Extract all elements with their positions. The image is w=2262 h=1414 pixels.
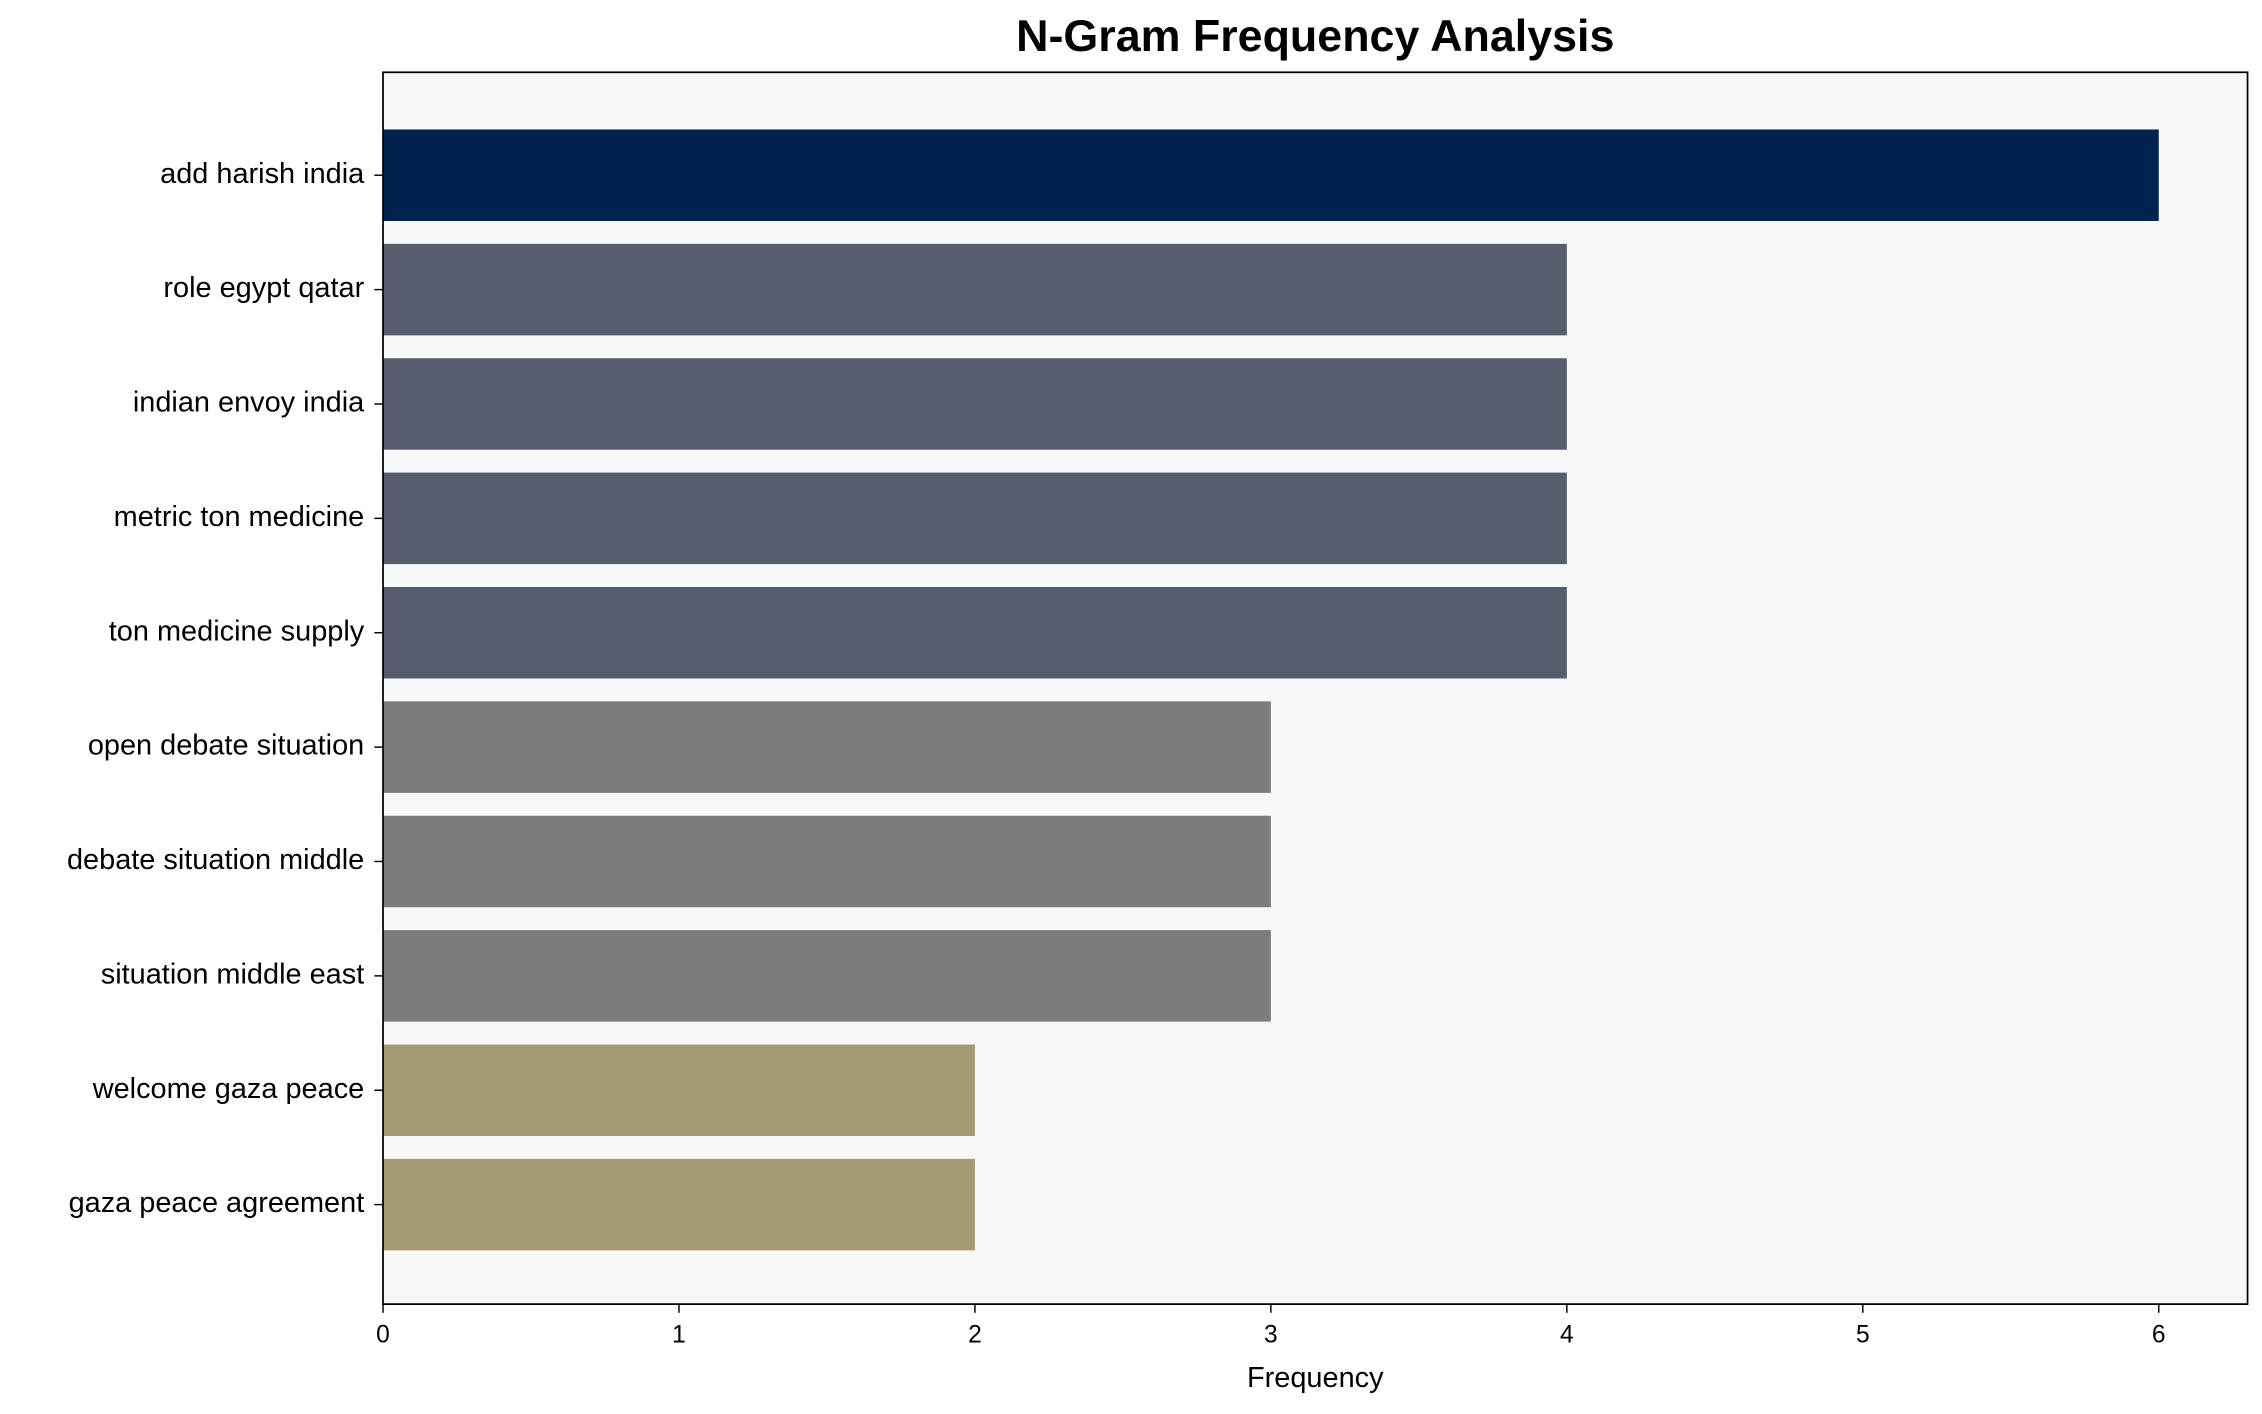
y-tick-label: situation middle east: [101, 958, 364, 990]
x-tick-label: 1: [672, 1321, 686, 1348]
bar: [383, 815, 1271, 908]
x-tick-label: 0: [376, 1321, 390, 1348]
y-tick-label: open debate situation: [88, 730, 364, 762]
plot-frame: [382, 71, 2249, 1305]
y-tick-label: add harish india: [160, 158, 365, 190]
bar: [383, 358, 1567, 450]
bar: [383, 930, 1271, 1022]
y-tick-label: ton medicine supply: [109, 615, 365, 647]
bar: [383, 243, 1567, 336]
x-tick-label: 4: [1560, 1321, 1574, 1348]
x-axis-label: Frequency: [1247, 1362, 1384, 1394]
y-tick-label: welcome gaza peace: [92, 1073, 365, 1105]
bar: [383, 701, 1271, 793]
chart-title: N-Gram Frequency Analysis: [1016, 11, 1614, 61]
y-tick-label: gaza peace agreement: [69, 1187, 365, 1219]
bar: [383, 472, 1567, 565]
bar: [383, 129, 2159, 221]
x-tick-label: 5: [1856, 1321, 1870, 1348]
bar: [383, 586, 1567, 679]
bar: [383, 1044, 975, 1136]
x-tick-label: 3: [1264, 1321, 1278, 1348]
bar: [383, 1158, 975, 1251]
y-tick-label: indian envoy india: [133, 387, 365, 419]
y-tick-label: role egypt qatar: [163, 272, 364, 304]
x-tick-label: 2: [968, 1321, 982, 1348]
y-tick-label: metric ton medicine: [114, 501, 365, 533]
x-tick-label: 6: [2152, 1321, 2166, 1348]
y-tick-label: debate situation middle: [67, 844, 364, 876]
marks: 0 1 2 3 4 5 6 add harish india role egypt qatar i…: [67, 129, 2166, 1348]
